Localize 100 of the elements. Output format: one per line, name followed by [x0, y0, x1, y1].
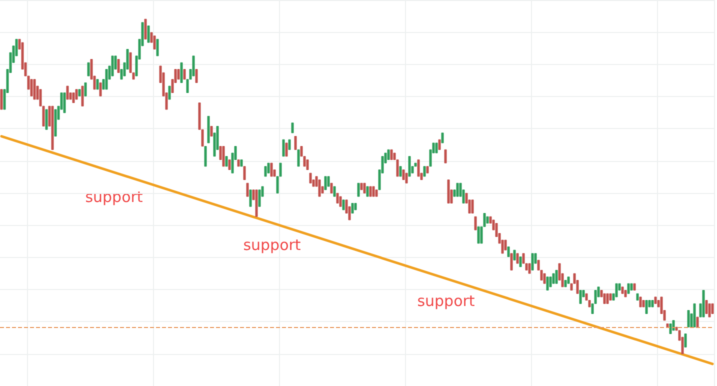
candlestick — [63, 92, 66, 114]
candlestick — [369, 186, 372, 197]
candlestick — [474, 216, 477, 230]
candlestick — [51, 106, 54, 150]
candlestick — [615, 283, 618, 298]
candlestick — [549, 276, 552, 288]
annotation: support — [417, 292, 475, 310]
candlestick — [654, 296, 657, 304]
candlestick — [84, 82, 87, 96]
candlestick — [306, 159, 309, 170]
candlestick — [291, 122, 294, 134]
candlestick — [264, 166, 267, 177]
candlestick — [609, 293, 612, 301]
candlestick — [204, 146, 207, 167]
candlestick — [111, 56, 114, 76]
candlestick — [669, 323, 672, 334]
candlestick — [339, 196, 342, 207]
candlestick — [672, 320, 675, 331]
candlestick — [246, 182, 249, 197]
candlestick — [621, 286, 624, 294]
candlestick — [402, 169, 405, 180]
candlestick — [366, 186, 369, 197]
candlestick — [240, 159, 243, 167]
candlestick — [117, 59, 120, 73]
candlestick — [225, 156, 228, 167]
candlestick — [180, 62, 183, 83]
candlestick — [237, 159, 240, 167]
candlestick — [324, 176, 327, 190]
candlestick — [684, 334, 687, 348]
candlestick — [318, 180, 321, 197]
candlestick — [531, 253, 534, 270]
candlestick — [390, 149, 393, 160]
candlestick — [666, 323, 669, 328]
candlestick — [375, 190, 378, 197]
candlestick — [195, 69, 198, 83]
candlestick — [387, 149, 390, 160]
candlestick — [288, 139, 291, 150]
annotation: support — [85, 188, 143, 206]
candlestick — [333, 186, 336, 197]
candlestick — [636, 293, 639, 301]
candlestick — [168, 86, 171, 100]
candlestick — [183, 69, 186, 80]
candlestick — [336, 192, 339, 204]
candlestick — [294, 136, 297, 150]
candlestick — [78, 89, 81, 96]
candlestick — [282, 139, 285, 157]
candlestick — [99, 82, 102, 96]
candlestick — [693, 303, 696, 328]
candlestick — [144, 18, 147, 40]
candlestick — [642, 300, 645, 308]
candlestick — [423, 166, 426, 177]
candlestick — [687, 310, 690, 328]
candlestick — [210, 126, 213, 137]
candlestick — [528, 263, 531, 274]
candlestick — [30, 79, 33, 96]
candlestick — [627, 283, 630, 294]
candlestick — [543, 273, 546, 284]
candlestick — [696, 316, 699, 328]
candlestick — [708, 303, 711, 318]
candlestick — [81, 86, 84, 106]
candlestick — [54, 109, 57, 137]
candlestick — [372, 186, 375, 197]
candlestick — [447, 180, 450, 204]
candlestick — [630, 283, 633, 291]
candlestick — [33, 79, 36, 100]
candlestick — [435, 142, 438, 154]
candlestick — [486, 216, 489, 224]
candlestick — [639, 296, 642, 308]
candlestick — [363, 182, 366, 194]
candlestick — [567, 276, 570, 284]
candlestick — [504, 240, 507, 250]
candlestick — [564, 280, 567, 288]
candlestick — [441, 132, 444, 144]
candlestick — [555, 270, 558, 284]
candlestick — [66, 86, 69, 100]
annotation: support — [243, 236, 301, 254]
candlestick — [510, 253, 513, 270]
candlestick — [546, 276, 549, 291]
candlestick — [330, 182, 333, 194]
candlestick — [438, 139, 441, 150]
candlestick — [624, 290, 627, 298]
candlestick — [96, 79, 99, 90]
candlestick — [258, 190, 261, 207]
candlestick — [72, 92, 75, 104]
candlestick — [285, 142, 288, 157]
candlestick — [408, 156, 411, 177]
candlestick — [309, 172, 312, 184]
candlestick — [267, 162, 270, 174]
candlestick — [249, 190, 252, 207]
candlestick — [513, 250, 516, 260]
candlestick — [606, 293, 609, 304]
candlestick — [651, 300, 654, 308]
candlestick — [702, 290, 705, 318]
candlestick — [579, 290, 582, 304]
candlestick — [45, 109, 48, 130]
candlestick — [516, 253, 519, 264]
candlestick — [243, 166, 246, 180]
candlestick — [444, 149, 447, 164]
candlestick — [270, 162, 273, 177]
candlestick — [0, 89, 3, 110]
